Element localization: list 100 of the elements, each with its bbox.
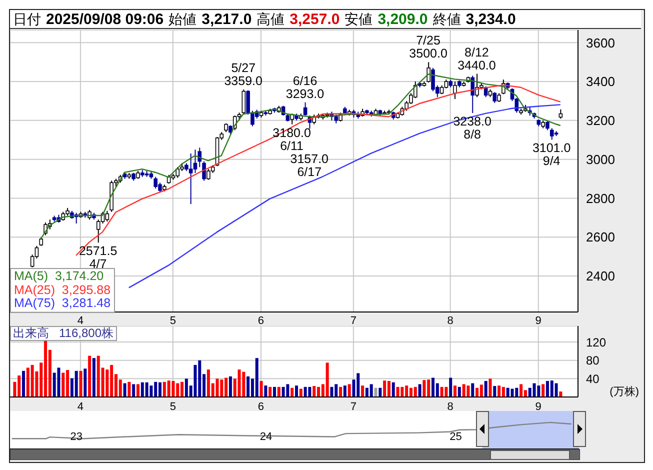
y-tick-label: 2600 (586, 230, 615, 245)
bar (400, 386, 404, 397)
bar (145, 382, 148, 397)
bar (286, 384, 290, 397)
bar (295, 386, 298, 397)
x-tick-label: 6 (258, 400, 264, 413)
y-axis-title: (万株) (610, 385, 639, 398)
x-tick-label: 8 (447, 400, 454, 413)
bar (30, 364, 34, 397)
bar (378, 388, 382, 397)
bar (484, 380, 488, 397)
bar (542, 384, 545, 397)
text: 日付 (13, 11, 41, 27)
candlestick (202, 160, 206, 182)
candlestick (303, 102, 308, 116)
bar (92, 358, 96, 397)
y-tick-label: 2800 (586, 190, 615, 206)
bar (418, 384, 422, 397)
bar (167, 380, 170, 397)
x-tick-label: 5 (170, 400, 176, 413)
bar (515, 388, 518, 397)
text: 2025/09/08 09:06 (46, 11, 164, 28)
bar (312, 386, 316, 397)
bar (228, 376, 232, 397)
candlestick (206, 168, 210, 180)
bar (246, 376, 250, 397)
x-tick-label: 9 (535, 400, 542, 413)
bar (476, 388, 479, 397)
bar (330, 386, 334, 397)
bar (502, 386, 505, 397)
bar (370, 384, 373, 397)
y-tick-label: 3200 (586, 113, 615, 128)
x-tick-label: 5 (170, 314, 176, 327)
bar (462, 384, 466, 397)
text: 安値 (344, 11, 373, 27)
bar (422, 380, 426, 397)
candlestick (550, 128, 554, 140)
bar (454, 386, 457, 397)
y-tick-label: 3000 (586, 152, 615, 167)
bar (361, 386, 364, 397)
bar (290, 388, 294, 397)
bar (88, 356, 92, 397)
bar (128, 382, 131, 397)
bar (238, 370, 241, 397)
candlestick (105, 210, 110, 222)
candlestick (558, 108, 563, 120)
bar (493, 386, 496, 397)
candlestick (176, 166, 180, 178)
bar (150, 386, 153, 397)
annotation: 6/16 3293.0 (286, 74, 324, 101)
y-tick-label: 2400 (586, 268, 615, 284)
bar (74, 370, 78, 397)
bar (255, 358, 258, 397)
chart-subtitle: 116,800株 (59, 326, 114, 340)
y-tick-label: 120 (586, 335, 606, 350)
annotation: 3157.0 6/17 (290, 152, 329, 179)
bar (480, 384, 483, 397)
chart-title: 出来高 (13, 326, 49, 340)
text: 3,257.0 (290, 11, 340, 28)
candlestick (453, 81, 457, 100)
bar (348, 384, 351, 397)
bar (272, 386, 276, 397)
text: 3,217.0 (202, 11, 252, 28)
y-tick-label: 80 (586, 354, 600, 368)
bar (339, 386, 342, 397)
candlestick (246, 90, 250, 116)
x-tick-label: 24 (260, 431, 272, 443)
y-tick-label: 3600 (586, 35, 615, 50)
candlestick (546, 120, 550, 131)
text: MA(5) 3,174.20 (14, 269, 105, 284)
x-tick-label: 9 (535, 314, 542, 327)
bar (79, 370, 82, 397)
x-tick-label: 8 (447, 314, 454, 327)
bar (123, 383, 126, 397)
text: MA(25) 3,295.88 (14, 282, 111, 297)
bar (299, 388, 302, 397)
bar (304, 386, 307, 397)
x-tick-label: 25 (450, 431, 462, 443)
bar (62, 372, 65, 397)
bar (554, 383, 558, 397)
bar (466, 386, 470, 397)
bar (308, 386, 312, 397)
annotation: 2571.5 4/7 (78, 244, 118, 272)
bar (520, 384, 523, 397)
candlestick (426, 62, 430, 84)
bar (488, 378, 492, 397)
bar (260, 380, 263, 397)
candlestick (470, 75, 475, 114)
bar (449, 378, 452, 397)
bar (559, 392, 562, 397)
bar (374, 388, 378, 397)
x-tick-label: 4 (77, 314, 84, 327)
text: 高値 (256, 11, 285, 27)
x-tick-label: 7 (350, 400, 357, 413)
bar (277, 386, 280, 397)
candlestick (290, 113, 294, 125)
bar (264, 386, 268, 397)
bar (537, 386, 540, 397)
bar (532, 383, 536, 397)
bar (84, 368, 87, 397)
